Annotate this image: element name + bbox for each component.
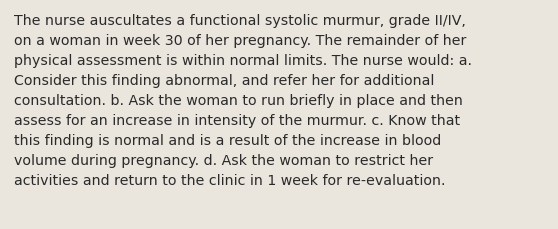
- Text: The nurse auscultates a functional systolic murmur, grade II/IV,
on a woman in w: The nurse auscultates a functional systo…: [14, 14, 472, 188]
